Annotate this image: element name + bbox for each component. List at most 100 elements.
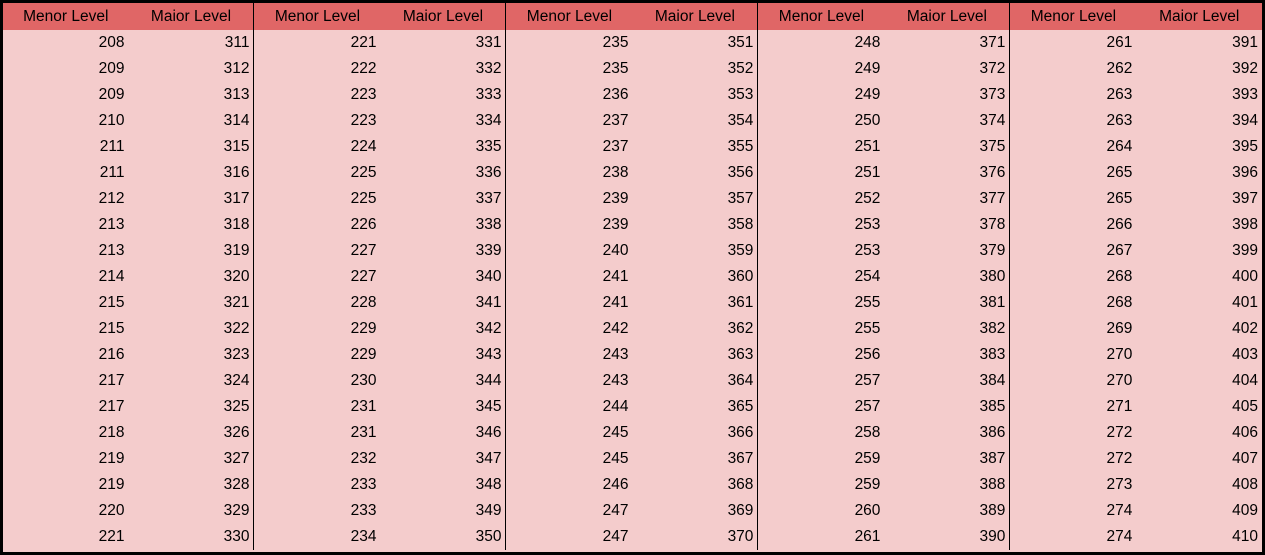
column-header: Menor Level <box>3 3 129 30</box>
maior-level-cell: 379 <box>884 238 1011 264</box>
menor-level-cell: 269 <box>1106 320 1133 337</box>
menor-level-cell: 224 <box>350 138 377 155</box>
maior-level-cell: 402 <box>1232 320 1258 337</box>
menor-level-cell: 229 <box>350 346 377 363</box>
maior-level-cell: 391 <box>1232 34 1258 51</box>
menor-level-cell: 248 <box>854 34 881 51</box>
maior-level-cell: 317 <box>128 186 255 212</box>
menor-level-cell: 259 <box>854 450 881 467</box>
menor-level-cell: 213 <box>98 242 125 259</box>
menor-level-cell: 268 <box>1106 294 1133 311</box>
maior-level-cell: 372 <box>884 56 1011 82</box>
maior-level-cell: 399 <box>1232 242 1258 259</box>
maior-level-cell: 311 <box>128 30 255 56</box>
table-row: 209 312 222 332 235 352 249 372 262 392 <box>3 56 1262 82</box>
menor-level-cell: 268 <box>1106 268 1133 285</box>
maior-level-cell: 351 <box>632 30 759 56</box>
maior-level-cell: 393 <box>1232 86 1258 103</box>
menor-level-cell: 256 <box>854 346 881 363</box>
menor-level-cell: 236 <box>602 86 629 103</box>
maior-level-cell: 408 <box>1232 476 1258 493</box>
maior-level-cell: 383 <box>884 342 1011 368</box>
maior-level-cell: 400 <box>1232 268 1258 285</box>
menor-level-cell: 219 <box>98 476 125 493</box>
menor-level-cell: 250 <box>854 112 881 129</box>
maior-level-cell: 339 <box>380 238 507 264</box>
menor-level-cell: 249 <box>854 60 881 77</box>
menor-level-cell: 218 <box>98 424 125 441</box>
menor-level-cell: 215 <box>98 294 125 311</box>
menor-level-cell: 255 <box>854 320 881 337</box>
menor-level-cell: 259 <box>854 476 881 493</box>
maior-level-cell: 370 <box>632 524 759 550</box>
menor-level-cell: 267 <box>1106 242 1133 259</box>
menor-level-cell: 228 <box>350 294 377 311</box>
menor-level-cell: 211 <box>99 138 125 155</box>
menor-level-cell: 241 <box>602 294 629 311</box>
menor-level-cell: 209 <box>98 60 125 77</box>
menor-level-cell: 221 <box>98 528 125 545</box>
menor-level-cell: 253 <box>854 242 881 259</box>
maior-level-cell: 345 <box>380 394 507 420</box>
maior-level-cell: 348 <box>380 472 507 498</box>
menor-level-cell: 215 <box>98 320 125 337</box>
menor-level-cell: 227 <box>350 268 377 285</box>
table-row: 219 328 233 348 246 368 259 388 273 408 <box>3 472 1262 498</box>
maior-level-cell: 353 <box>632 82 759 108</box>
menor-level-cell: 229 <box>350 320 377 337</box>
table-row: 215 321 228 341 241 361 255 381 268 401 <box>3 290 1262 316</box>
menor-level-cell: 237 <box>602 138 629 155</box>
level-table: Menor Level Maior Level Menor Level Maior L… <box>3 3 1262 550</box>
table-row: 213 319 227 339 240 359 253 379 267 399 <box>3 238 1262 264</box>
table-row: 220 329 233 349 247 369 260 389 274 409 <box>3 498 1262 524</box>
maior-level-cell: 378 <box>884 212 1011 238</box>
maior-level-cell: 341 <box>380 290 507 316</box>
maior-level-cell: 369 <box>632 498 759 524</box>
menor-level-cell: 242 <box>602 320 629 337</box>
maior-level-cell: 322 <box>128 316 255 342</box>
maior-level-cell: 386 <box>884 420 1011 446</box>
maior-level-cell: 405 <box>1232 398 1258 415</box>
maior-level-cell: 395 <box>1232 138 1258 155</box>
menor-level-cell: 235 <box>602 34 629 51</box>
menor-level-cell: 258 <box>854 424 881 441</box>
maior-level-cell: 365 <box>632 394 759 420</box>
menor-level-cell: 208 <box>98 34 125 51</box>
menor-level-cell: 233 <box>350 502 377 519</box>
maior-level-cell: 318 <box>128 212 255 238</box>
maior-level-cell: 350 <box>380 524 507 550</box>
table-row: 215 322 229 342 242 362 255 382 269 402 <box>3 316 1262 342</box>
maior-level-cell: 331 <box>380 30 507 56</box>
menor-level-cell: 253 <box>854 216 881 233</box>
menor-level-cell: 271 <box>1106 398 1133 415</box>
menor-level-cell: 261 <box>854 528 881 545</box>
maior-level-cell: 377 <box>884 186 1011 212</box>
maior-level-cell: 363 <box>632 342 759 368</box>
menor-level-cell: 273 <box>1106 476 1133 493</box>
menor-level-cell: 274 <box>1106 528 1133 545</box>
table-row: 217 324 230 344 243 364 257 384 270 404 <box>3 368 1262 394</box>
table-row: 214 320 227 340 241 360 254 380 268 400 <box>3 264 1262 290</box>
maior-level-cell: 340 <box>380 264 507 290</box>
menor-level-cell: 247 <box>602 502 629 519</box>
menor-level-cell: 263 <box>1106 112 1133 129</box>
maior-level-cell: 325 <box>128 394 255 420</box>
maior-level-cell: 313 <box>128 82 255 108</box>
menor-level-cell: 262 <box>1106 60 1133 77</box>
menor-level-cell: 239 <box>602 216 629 233</box>
column-header: Maior Level <box>632 3 759 30</box>
menor-level-cell: 223 <box>350 112 377 129</box>
maior-level-cell: 326 <box>128 420 255 446</box>
maior-level-cell: 384 <box>884 368 1011 394</box>
menor-level-cell: 227 <box>350 242 377 259</box>
menor-level-cell: 232 <box>350 450 377 467</box>
maior-level-cell: 375 <box>884 134 1011 160</box>
menor-level-cell: 257 <box>854 398 881 415</box>
table-body: 208 311 221 331 235 351 248 371 261 391 209 312 222 3… <box>3 30 1262 550</box>
menor-level-cell: 265 <box>1106 164 1133 181</box>
table-row: 219 327 232 347 245 367 259 387 272 407 <box>3 446 1262 472</box>
maior-level-cell: 382 <box>884 316 1011 342</box>
column-header: Maior Level <box>884 3 1011 30</box>
menor-level-cell: 274 <box>1106 502 1133 519</box>
